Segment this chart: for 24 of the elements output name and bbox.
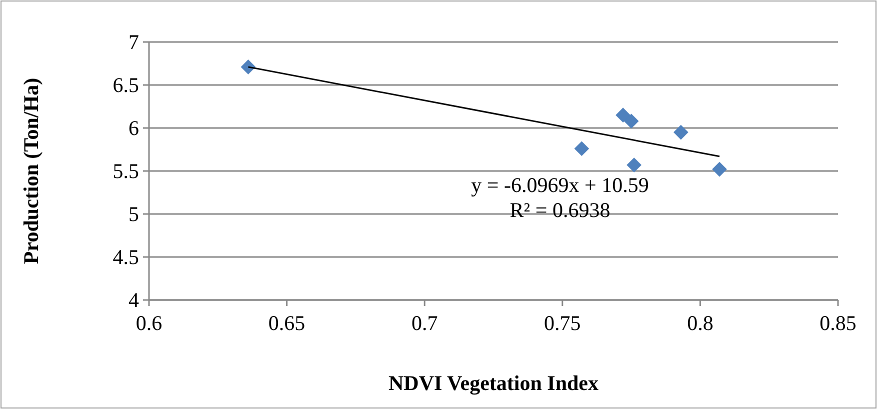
- y-tick-label: 7: [128, 30, 139, 54]
- annotation: y = -6.0969x + 10.59: [471, 173, 649, 197]
- point: [673, 124, 688, 140]
- point: [626, 158, 642, 172]
- point: [624, 114, 639, 129]
- x-tick-label: 0.75: [544, 311, 581, 335]
- point: [240, 60, 256, 74]
- y-tick-label: 4: [128, 288, 140, 312]
- point: [712, 162, 727, 177]
- y-tick-label: 5: [128, 202, 139, 226]
- point: [574, 141, 590, 156]
- y-tick-label: 6: [128, 116, 139, 140]
- y-tick-label: 5.5: [112, 159, 139, 183]
- x-axis-title: NDVI Vegetation Index: [388, 371, 600, 395]
- x-tick-label: 0.65: [268, 311, 306, 335]
- x-tick-label: 0.6: [136, 311, 162, 335]
- y-axis-title: Production (Ton/Ha): [19, 78, 43, 264]
- x-tick-label: 0.7: [411, 311, 438, 335]
- x-tick-label: 0.8: [687, 311, 714, 335]
- annotation: R² = 0.6938: [510, 198, 610, 222]
- x-tick-label: 0.85: [820, 311, 856, 335]
- point: [616, 108, 630, 123]
- y-tick-label: 4.5: [112, 245, 139, 269]
- y-tick-label: 6.5: [112, 73, 139, 97]
